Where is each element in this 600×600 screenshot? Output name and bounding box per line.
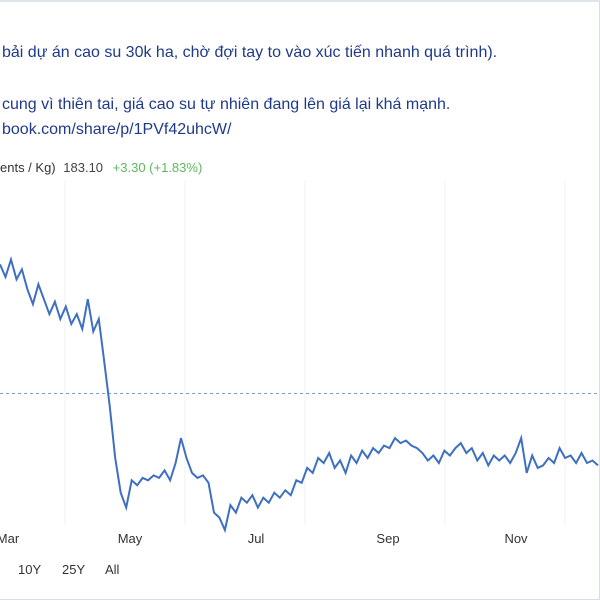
quote-change: +3.30 (+1.83%)	[112, 160, 203, 175]
x-tick-mar: Mar	[0, 531, 20, 546]
top-divider	[0, 0, 600, 2]
facebook-share-link[interactable]: book.com/share/p/1PVf42uhcW/	[2, 121, 232, 138]
price-chart	[0, 180, 600, 550]
price-chart-svg	[0, 180, 600, 534]
range-all-button[interactable]: All	[105, 562, 120, 577]
x-tick-nov: Nov	[504, 531, 528, 546]
price-series-line	[0, 255, 599, 534]
x-tick-may: May	[117, 531, 143, 546]
price-quote-row: ents / Kg) 183.10 +3.30 (+1.83%)	[0, 160, 202, 175]
quote-unit-label: ents / Kg)	[0, 160, 56, 175]
range-25y-button[interactable]: 25Y	[62, 562, 86, 577]
x-tick-sep: Sep	[376, 531, 400, 546]
post-text-line-2: cung vì thiên tai, giá cao su tự nhiên đ…	[2, 96, 451, 113]
post-text-line-1: bải dự án cao su 30k ha, chờ đợi tay to …	[2, 44, 498, 61]
x-tick-jul: Jul	[247, 531, 265, 546]
range-10y-button[interactable]: 10Y	[18, 562, 42, 577]
quote-price: 183.10	[63, 160, 104, 175]
chart-grid	[64, 180, 566, 525]
